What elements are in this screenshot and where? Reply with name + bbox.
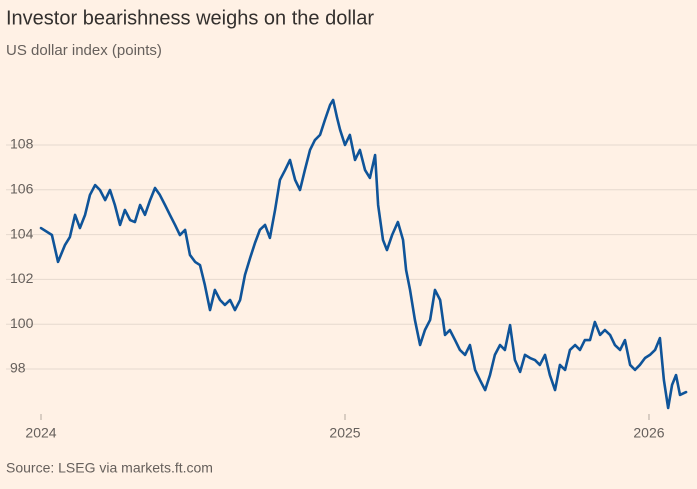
y-tick-label: 104 [10, 225, 34, 241]
y-tick-label: 102 [10, 270, 34, 286]
x-tick-label: 2025 [329, 425, 360, 441]
chart-subtitle: US dollar index (points) [6, 42, 162, 59]
y-tick-label: 100 [10, 315, 34, 331]
source-note: Source: LSEG via markets.ft.com [6, 460, 213, 476]
chart-title: Investor bearishness weighs on the dolla… [6, 7, 374, 29]
x-tick-label: 2024 [25, 425, 56, 441]
y-tick-label: 106 [10, 180, 34, 196]
y-tick-label: 98 [10, 360, 26, 376]
x-tick-label: 2026 [633, 425, 664, 441]
y-tick-label: 108 [10, 136, 34, 152]
data-line [39, 98, 688, 410]
